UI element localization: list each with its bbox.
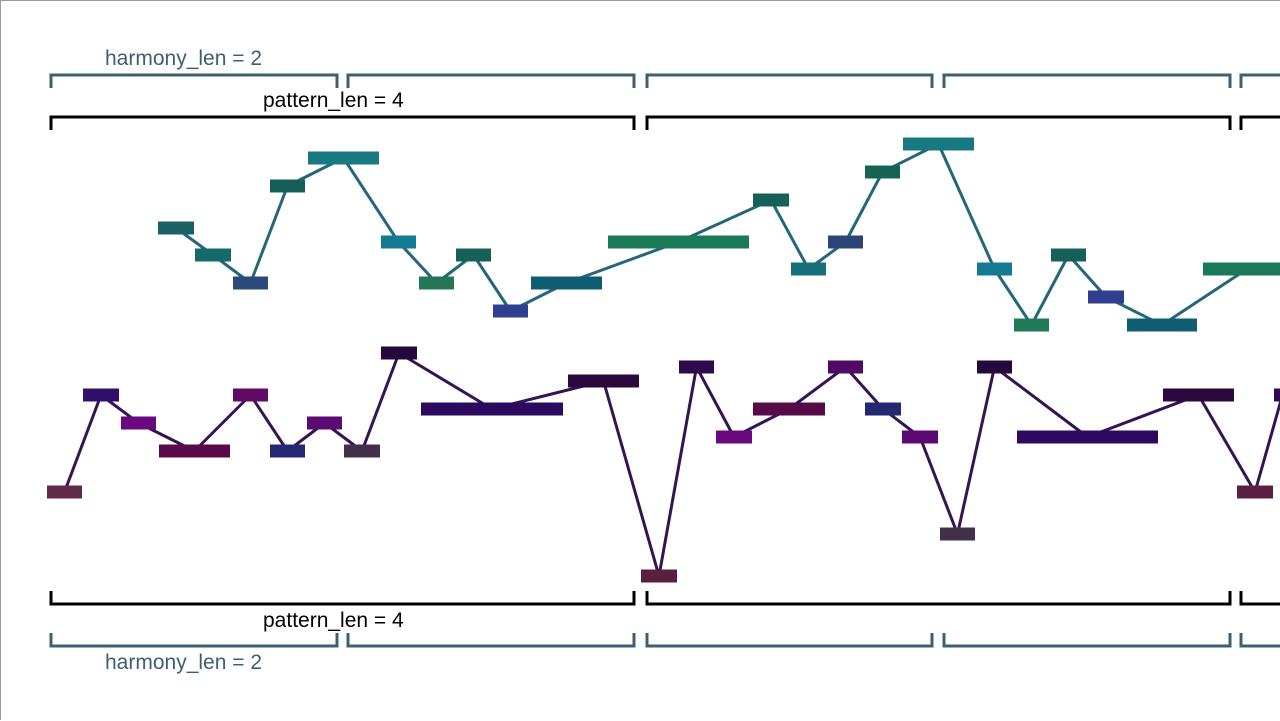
melody-note bbox=[233, 277, 268, 290]
harmony-label-top: harmony_len = 2 bbox=[105, 47, 262, 70]
harmony-bracket-bottom bbox=[51, 633, 337, 646]
pattern-label-bottom: pattern_len = 4 bbox=[263, 609, 404, 632]
harmony-bracket-bottom bbox=[348, 633, 634, 646]
bass-note bbox=[159, 445, 230, 458]
pattern-bracket-bottom bbox=[51, 591, 634, 604]
melody-contour-line bbox=[176, 144, 1247, 325]
melody-note bbox=[1088, 291, 1124, 304]
melody-note bbox=[608, 236, 749, 249]
melody-note bbox=[381, 236, 416, 249]
melody-note bbox=[195, 249, 231, 262]
melody-note bbox=[270, 180, 305, 193]
bass-note bbox=[902, 431, 938, 444]
pattern-bracket-top bbox=[1241, 117, 1280, 130]
harmony-bracket-bottom bbox=[1241, 633, 1280, 646]
bass-note bbox=[1237, 486, 1273, 499]
melody-note bbox=[531, 277, 602, 290]
melody-note bbox=[419, 277, 454, 290]
bass-note bbox=[641, 570, 677, 583]
bass-note bbox=[121, 417, 156, 430]
bracket-layer bbox=[51, 75, 1280, 646]
bass-note bbox=[381, 347, 417, 360]
melody-note bbox=[308, 152, 379, 165]
melody-note bbox=[1014, 319, 1049, 332]
harmony-bracket-bottom bbox=[647, 633, 932, 646]
harmony-bracket-top bbox=[1241, 75, 1280, 88]
melody-note bbox=[158, 222, 194, 235]
harmony-bracket-top bbox=[944, 75, 1230, 88]
bass-note bbox=[307, 417, 342, 430]
connector-layer bbox=[65, 144, 1280, 576]
bass-note bbox=[716, 431, 752, 444]
note-layer bbox=[47, 138, 1280, 583]
melody-note bbox=[1203, 263, 1280, 276]
bass-note bbox=[568, 375, 639, 388]
melody-note bbox=[865, 166, 900, 179]
harmony-label-bottom: harmony_len = 2 bbox=[105, 651, 262, 674]
pattern-bracket-bottom bbox=[647, 591, 1230, 604]
bass-note bbox=[1163, 389, 1234, 402]
bass-note bbox=[1274, 389, 1280, 402]
bass-note bbox=[753, 403, 825, 416]
melody-note bbox=[828, 236, 863, 249]
bass-note bbox=[83, 389, 119, 402]
pattern-bracket-top bbox=[51, 117, 634, 130]
bass-note bbox=[940, 528, 975, 541]
melody-note bbox=[977, 263, 1012, 276]
melody-note bbox=[1051, 249, 1086, 262]
melody-note bbox=[753, 194, 789, 207]
bass-note bbox=[828, 361, 863, 374]
bass-note bbox=[977, 361, 1012, 374]
harmony-bracket-bottom bbox=[944, 633, 1230, 646]
harmony-bracket-top bbox=[348, 75, 634, 88]
bass-note bbox=[1017, 431, 1158, 444]
bass-note bbox=[421, 403, 563, 416]
pattern-bracket-bottom bbox=[1241, 591, 1280, 604]
bass-note bbox=[270, 445, 305, 458]
melody-note bbox=[791, 263, 826, 276]
melody-note bbox=[903, 138, 974, 151]
harmony-bracket-top bbox=[51, 75, 337, 88]
bass-note bbox=[865, 403, 901, 416]
pattern-label-top: pattern_len = 4 bbox=[263, 89, 404, 112]
bass-contour-line bbox=[65, 353, 1280, 576]
melody-note bbox=[456, 249, 491, 262]
bass-note bbox=[679, 361, 714, 374]
melody-note bbox=[493, 305, 528, 318]
bass-note bbox=[233, 389, 268, 402]
bass-note bbox=[47, 486, 82, 499]
bass-note bbox=[344, 445, 380, 458]
pattern-bracket-top bbox=[647, 117, 1230, 130]
harmony-bracket-top bbox=[647, 75, 932, 88]
melody-note bbox=[1127, 319, 1197, 332]
